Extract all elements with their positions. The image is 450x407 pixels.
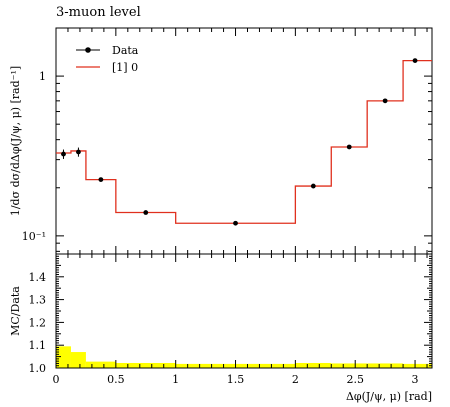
x-tick-label: 0.5 — [107, 373, 125, 386]
ratio-uncertainty-band — [56, 346, 432, 368]
data-marker — [310, 183, 316, 189]
legend: Data [1] 0 — [76, 44, 139, 74]
x-axis-label: Δφ(J/ψ, μ) [rad] — [346, 390, 432, 403]
x-tick-label: 2 — [292, 373, 299, 386]
data-point — [143, 210, 149, 215]
legend-data-marker — [85, 47, 91, 53]
data-point — [346, 144, 352, 150]
data-point — [98, 177, 104, 182]
chart-title: 3-muon level — [56, 5, 141, 20]
data-point — [61, 149, 66, 159]
ratio-y-tick-label: 1.2 — [29, 316, 47, 329]
main-x-ticks — [55, 28, 428, 254]
ratio-band-bin — [70, 352, 86, 368]
main-y-tick-labels: 1 10⁻¹ — [22, 70, 46, 243]
data-point — [310, 183, 316, 189]
legend-mc-label: [1] 0 — [112, 61, 138, 74]
ratio-y-tick-label: 1.3 — [29, 294, 47, 307]
ratio-y-tick-label: 1.1 — [29, 339, 47, 352]
main-y-ticks — [56, 27, 432, 252]
ratio-y-axis-label: MC/Data — [9, 286, 22, 336]
data-marker — [346, 144, 352, 150]
data-point — [412, 58, 418, 64]
x-tick-label: 0 — [53, 373, 60, 386]
ratio-plot-frame — [55, 253, 433, 369]
mc-histogram — [56, 59, 432, 224]
data-marker — [98, 177, 104, 182]
main-y-tick-label: 1 — [39, 70, 46, 83]
legend-data-label: Data — [112, 44, 139, 57]
ratio-band-bin — [367, 363, 404, 368]
main-y-tick-label: 10⁻¹ — [22, 230, 46, 243]
x-tick-label: 3 — [412, 373, 419, 386]
ratio-band-bin — [331, 363, 368, 368]
data-marker — [412, 58, 418, 64]
ratio-band-bin — [295, 362, 332, 368]
data-point — [233, 220, 238, 226]
ratio-x-ticks: 0 0.5 1 1.5 2 2.5 3 — [53, 254, 428, 386]
ratio-band-bin — [85, 361, 116, 368]
data-point — [382, 98, 388, 104]
data-marker — [233, 220, 238, 226]
ratio-band-bin — [115, 362, 176, 368]
x-tick-label: 2.5 — [346, 373, 364, 386]
x-tick-label: 1 — [172, 373, 179, 386]
ratio-band-bin — [56, 346, 71, 368]
data-marker — [76, 149, 81, 155]
ratio-y-ticks: 1.0 1.1 1.2 1.3 1.4 — [29, 253, 432, 375]
data-marker — [61, 151, 66, 157]
ratio-y-tick-label: 1.0 — [29, 362, 47, 375]
x-tick-label: 1.5 — [227, 373, 245, 386]
ratio-band-bin — [403, 363, 432, 368]
ratio-y-tick-label: 1.4 — [29, 271, 47, 284]
data-marker — [143, 210, 149, 215]
main-y-axis-label: 1/dσ dσ/dΔφ(J/ψ, μ) [rad⁻¹] — [9, 66, 22, 216]
data-marker — [382, 98, 388, 104]
data-points — [61, 58, 418, 226]
data-point — [76, 147, 81, 157]
mc-step-line — [56, 59, 432, 224]
